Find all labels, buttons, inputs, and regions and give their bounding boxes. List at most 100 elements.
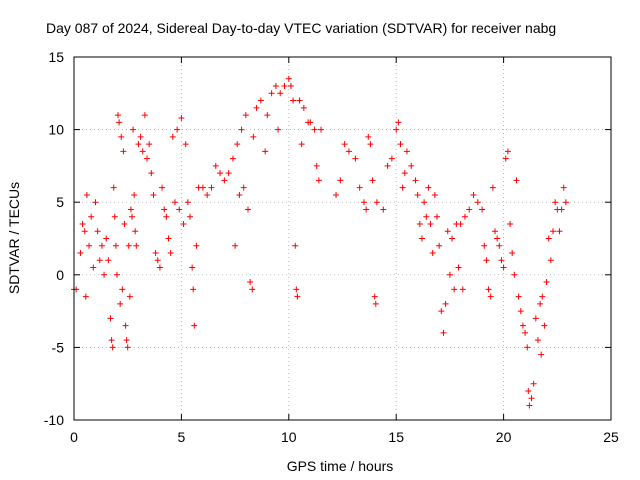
data-point bbox=[538, 351, 545, 358]
data-point bbox=[412, 177, 419, 184]
data-point bbox=[96, 257, 103, 264]
data-point bbox=[199, 184, 206, 191]
data-point bbox=[556, 228, 563, 235]
data-point bbox=[393, 126, 400, 133]
data-point bbox=[313, 162, 320, 169]
x-tick-label: 10 bbox=[281, 429, 297, 445]
data-point bbox=[421, 199, 428, 206]
data-point bbox=[369, 177, 376, 184]
data-point bbox=[167, 250, 174, 257]
data-point bbox=[541, 322, 548, 329]
data-point bbox=[277, 90, 284, 97]
data-point bbox=[184, 199, 191, 206]
data-point bbox=[264, 112, 271, 119]
data-point bbox=[380, 206, 387, 213]
data-point bbox=[296, 97, 303, 104]
data-point bbox=[123, 337, 130, 344]
data-point bbox=[481, 242, 488, 249]
data-point bbox=[444, 228, 451, 235]
data-point bbox=[178, 114, 185, 121]
data-point bbox=[268, 90, 275, 97]
data-point bbox=[217, 170, 224, 177]
data-point bbox=[423, 213, 430, 220]
data-point bbox=[234, 141, 241, 148]
data-point bbox=[539, 293, 546, 300]
data-point bbox=[83, 191, 90, 198]
data-point bbox=[272, 83, 279, 90]
data-point bbox=[116, 119, 123, 126]
data-point bbox=[117, 300, 124, 307]
x-axis-label: GPS time / hours bbox=[287, 458, 394, 474]
data-point bbox=[174, 126, 181, 133]
data-point bbox=[341, 141, 348, 148]
data-point bbox=[440, 329, 447, 336]
x-tick-label: 0 bbox=[70, 429, 78, 445]
data-point bbox=[352, 155, 359, 162]
data-point bbox=[356, 184, 363, 191]
data-point bbox=[525, 387, 532, 394]
data-point bbox=[500, 264, 507, 271]
data-point bbox=[232, 242, 239, 249]
data-point bbox=[401, 170, 408, 177]
data-point bbox=[408, 162, 415, 169]
data-point bbox=[373, 199, 380, 206]
data-point bbox=[403, 148, 410, 155]
data-point bbox=[372, 300, 379, 307]
data-point bbox=[292, 242, 299, 249]
data-point bbox=[86, 242, 93, 249]
data-point bbox=[367, 141, 374, 148]
x-tick-label: 5 bbox=[178, 429, 186, 445]
data-point bbox=[146, 141, 153, 148]
data-point bbox=[451, 286, 458, 293]
data-point bbox=[131, 191, 138, 198]
data-point bbox=[94, 228, 101, 235]
data-point bbox=[457, 220, 464, 227]
data-point bbox=[112, 242, 119, 249]
data-point bbox=[530, 380, 537, 387]
data-point bbox=[285, 75, 292, 82]
data-point bbox=[240, 184, 247, 191]
data-point bbox=[547, 257, 554, 264]
data-point bbox=[161, 206, 168, 213]
data-point bbox=[139, 148, 146, 155]
data-point bbox=[236, 191, 243, 198]
data-point bbox=[427, 220, 434, 227]
data-point bbox=[543, 279, 550, 286]
data-point bbox=[287, 83, 294, 90]
data-point bbox=[137, 133, 144, 140]
grid bbox=[74, 57, 611, 420]
data-point bbox=[509, 250, 516, 257]
data-point bbox=[461, 213, 468, 220]
data-point bbox=[504, 148, 511, 155]
data-point bbox=[98, 242, 105, 249]
data-point bbox=[290, 97, 297, 104]
data-point bbox=[545, 235, 552, 242]
data-point bbox=[418, 235, 425, 242]
data-point bbox=[293, 286, 300, 293]
data-point bbox=[171, 199, 178, 206]
data-point bbox=[455, 264, 462, 271]
data-point bbox=[163, 213, 170, 220]
data-point bbox=[300, 104, 307, 111]
data-point bbox=[449, 235, 456, 242]
data-point bbox=[244, 206, 251, 213]
x-tick-label: 25 bbox=[603, 429, 619, 445]
data-point bbox=[363, 206, 370, 213]
data-point bbox=[221, 177, 228, 184]
data-point bbox=[345, 148, 352, 155]
data-point bbox=[515, 293, 522, 300]
data-point bbox=[144, 155, 151, 162]
data-point bbox=[193, 242, 200, 249]
data-point bbox=[487, 293, 494, 300]
data-point bbox=[485, 286, 492, 293]
data-point bbox=[253, 104, 260, 111]
data-point bbox=[229, 155, 236, 162]
data-point bbox=[109, 344, 116, 351]
data-point bbox=[124, 344, 131, 351]
y-tick-label: 10 bbox=[48, 122, 64, 138]
data-point bbox=[182, 141, 189, 148]
data-point bbox=[511, 271, 518, 278]
data-point bbox=[315, 177, 322, 184]
y-tick-label: -10 bbox=[44, 412, 64, 428]
